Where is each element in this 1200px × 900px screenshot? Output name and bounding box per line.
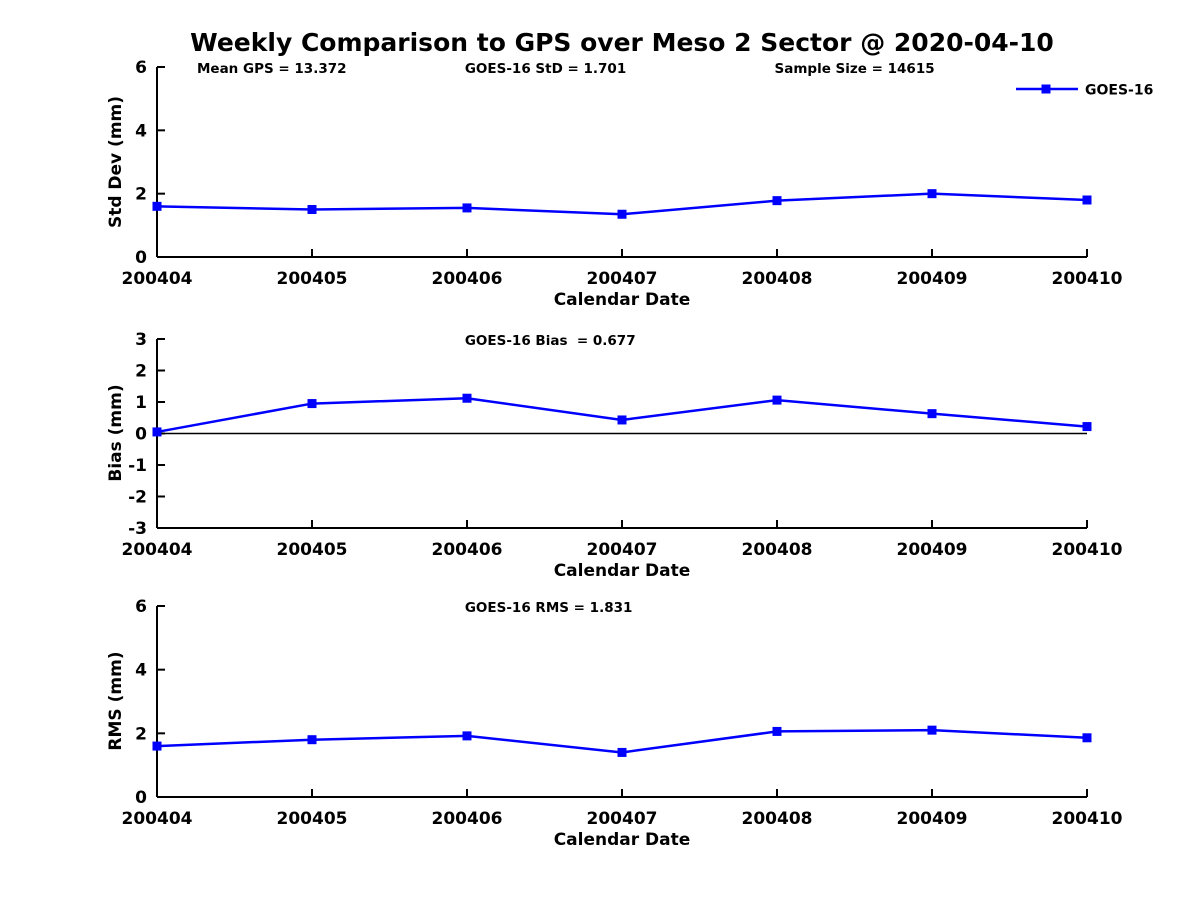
annotation-text: Sample Size = 14615 [775,61,935,77]
xlabel-calendar-date-1: Calendar Date [553,290,691,310]
legend-label: GOES-16 [1085,83,1153,99]
x-tick-label: 200410 [1052,540,1123,560]
legend-marker [1041,84,1051,94]
x-tick-label: 200408 [742,269,813,289]
x-tick-label: 200408 [742,540,813,560]
data-point-marker [307,735,317,745]
x-tick-label: 200406 [432,540,503,560]
y-tick-label: -2 [128,488,147,508]
data-point-marker [462,393,472,403]
x-tick-label: 200406 [432,269,503,289]
rms-panel: 0 2 4 6 200404 200405 200406 200407 200408 200409… [122,597,1123,829]
y-tick-label: 0 [135,248,147,268]
std-dev-panel: 0 2 4 6 200404 200405 200406 200407 200408 200409… [122,58,1123,289]
figure-title: Weekly Comparison to GPS over Meso 2 Sec… [190,28,1054,57]
data-point-marker [927,725,937,735]
x-tick-label: 200405 [277,540,348,560]
x-tick-label: 200409 [897,540,968,560]
data-point-marker [772,395,782,405]
data-point-marker [307,399,317,409]
data-point-marker [1082,733,1092,743]
data-point-marker [772,196,782,206]
data-point-marker [1082,195,1092,205]
data-point-marker [307,205,317,214]
bias-panel: -3 -2 -1 0 1 2 3 200404 200405 200406 200407 200408… [122,330,1123,560]
xlabel-calendar-date-2: Calendar Date [553,561,691,581]
y-tick-label: -3 [128,519,147,539]
data-point-marker [927,409,937,419]
data-point-marker [617,747,627,757]
annotation-text: GOES-16 RMS = 1.831 [465,600,633,616]
data-point-marker [927,189,937,199]
y-tick-label: 0 [135,788,147,808]
x-tick-label: 200404 [122,540,193,560]
y-tick-label: -1 [128,456,147,476]
x-tick-label: 200407 [587,269,658,289]
x-tick-label: 200404 [122,269,193,289]
x-tick-label: 200405 [277,809,348,829]
x-tick-label: 200409 [897,269,968,289]
x-tick-label: 200410 [1052,809,1123,829]
x-tick-label: 200407 [587,809,658,829]
y-tick-label: 2 [135,724,147,744]
data-point-marker [462,203,472,213]
data-point-marker [152,201,162,211]
x-tick-label: 200405 [277,269,348,289]
x-tick-label: 200407 [587,540,658,560]
data-point-marker [617,209,627,219]
x-tick-label: 200410 [1052,269,1123,289]
xlabel-calendar-date-3: Calendar Date [553,830,691,850]
y-tick-label: 2 [135,185,147,205]
x-tick-label: 200408 [742,809,813,829]
y-tick-label: 4 [135,121,147,141]
y-tick-label: 1 [135,393,147,413]
data-point-marker [617,415,627,425]
data-point-marker [772,726,782,736]
legend: GOES-16 [1016,83,1153,99]
data-point-marker [1082,422,1092,432]
annotation-text: GOES-16 Bias = 0.677 [465,333,636,349]
x-tick-label: 200409 [897,809,968,829]
x-tick-label: 200404 [122,809,193,829]
data-point-marker [152,427,162,437]
series-line [156,396,1088,434]
y-tick-label: 4 [135,661,147,681]
y-tick-label: 6 [135,597,147,617]
y-tick-label: 3 [135,330,147,350]
y-tick-label: 6 [135,58,147,78]
annotation-text: Mean GPS = 13.372 [197,61,347,77]
data-point-marker [462,731,472,741]
x-tick-label: 200406 [432,809,503,829]
y-tick-label: 0 [135,425,147,445]
y-tick-label: 2 [135,362,147,382]
annotation-text: GOES-16 StD = 1.701 [465,61,626,77]
data-point-marker [152,741,162,751]
